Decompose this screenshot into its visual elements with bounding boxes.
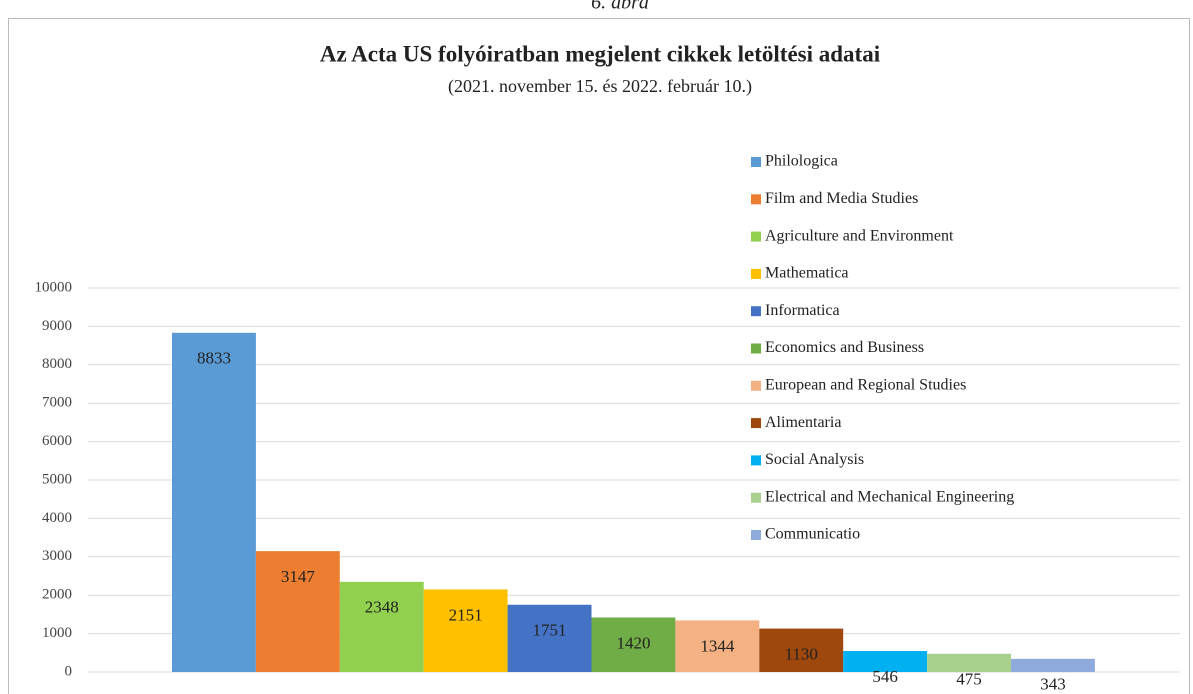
y-tick-label: 7000 <box>42 395 72 411</box>
bar <box>507 604 592 672</box>
y-tick-label: 1000 <box>42 625 72 641</box>
data-label: 1130 <box>785 645 818 664</box>
y-tick-label: 8000 <box>42 356 72 372</box>
bar <box>675 620 760 672</box>
legend-swatch <box>751 418 761 429</box>
legend-swatch <box>751 492 761 503</box>
legend-swatch <box>751 157 761 167</box>
data-label: 2151 <box>449 605 483 624</box>
y-tick-label: 2000 <box>42 587 72 603</box>
data-label: 546 <box>872 667 898 686</box>
data-label: 8833 <box>197 349 231 368</box>
bar <box>843 651 928 672</box>
legend-label: European and Regional Studies <box>765 376 966 393</box>
y-tick-label: 5000 <box>42 471 72 487</box>
legend-label: Communicatio <box>765 526 860 543</box>
y-tick-label: 10000 <box>35 279 73 295</box>
data-label: 343 <box>1040 675 1066 694</box>
legend-swatch <box>751 530 761 540</box>
legend-label: Informatica <box>765 302 840 319</box>
legend-label: Economics and Business <box>765 339 924 356</box>
bar <box>759 628 844 672</box>
data-label: 1344 <box>700 636 735 655</box>
y-tick-label: 4000 <box>42 510 72 526</box>
data-label: 1420 <box>616 633 650 652</box>
data-label: 1751 <box>533 621 567 640</box>
legend-label: Electrical and Mechanical Engineering <box>765 488 1014 505</box>
y-tick-label: 0 <box>65 663 73 679</box>
legend-swatch <box>751 343 761 354</box>
data-label: 475 <box>956 670 982 689</box>
legend-swatch <box>751 306 761 317</box>
legend-swatch <box>751 231 761 242</box>
legend-label: Mathematica <box>765 265 849 282</box>
legend-swatch <box>751 380 761 391</box>
bar <box>927 653 1011 672</box>
legend-swatch <box>751 268 761 279</box>
legend-label: Social Analysis <box>765 451 864 468</box>
bar <box>339 581 424 672</box>
data-label: 3147 <box>281 567 316 586</box>
bar <box>172 332 256 672</box>
legend-label: Film and Media Studies <box>765 190 918 207</box>
legend-swatch <box>751 455 761 466</box>
legend-label: Philologica <box>765 153 838 170</box>
y-tick-label: 9000 <box>42 318 72 334</box>
chart-subtitle: (2021. november 15. és 2022. február 10.… <box>448 76 752 97</box>
bar <box>423 589 508 672</box>
bar <box>255 551 340 672</box>
legend-label: Agriculture and Environment <box>765 227 954 244</box>
caption: 6. ábra <box>591 0 649 14</box>
data-label: 2348 <box>365 598 399 617</box>
legend-label: Alimentaria <box>765 414 841 431</box>
legend-swatch <box>751 194 761 205</box>
y-tick-label: 3000 <box>42 548 72 564</box>
y-tick-label: 6000 <box>42 433 72 449</box>
bar <box>591 617 676 672</box>
chart-title: Az Acta US folyóiratban megjelent cikkek… <box>320 41 881 66</box>
bar <box>1011 658 1095 672</box>
